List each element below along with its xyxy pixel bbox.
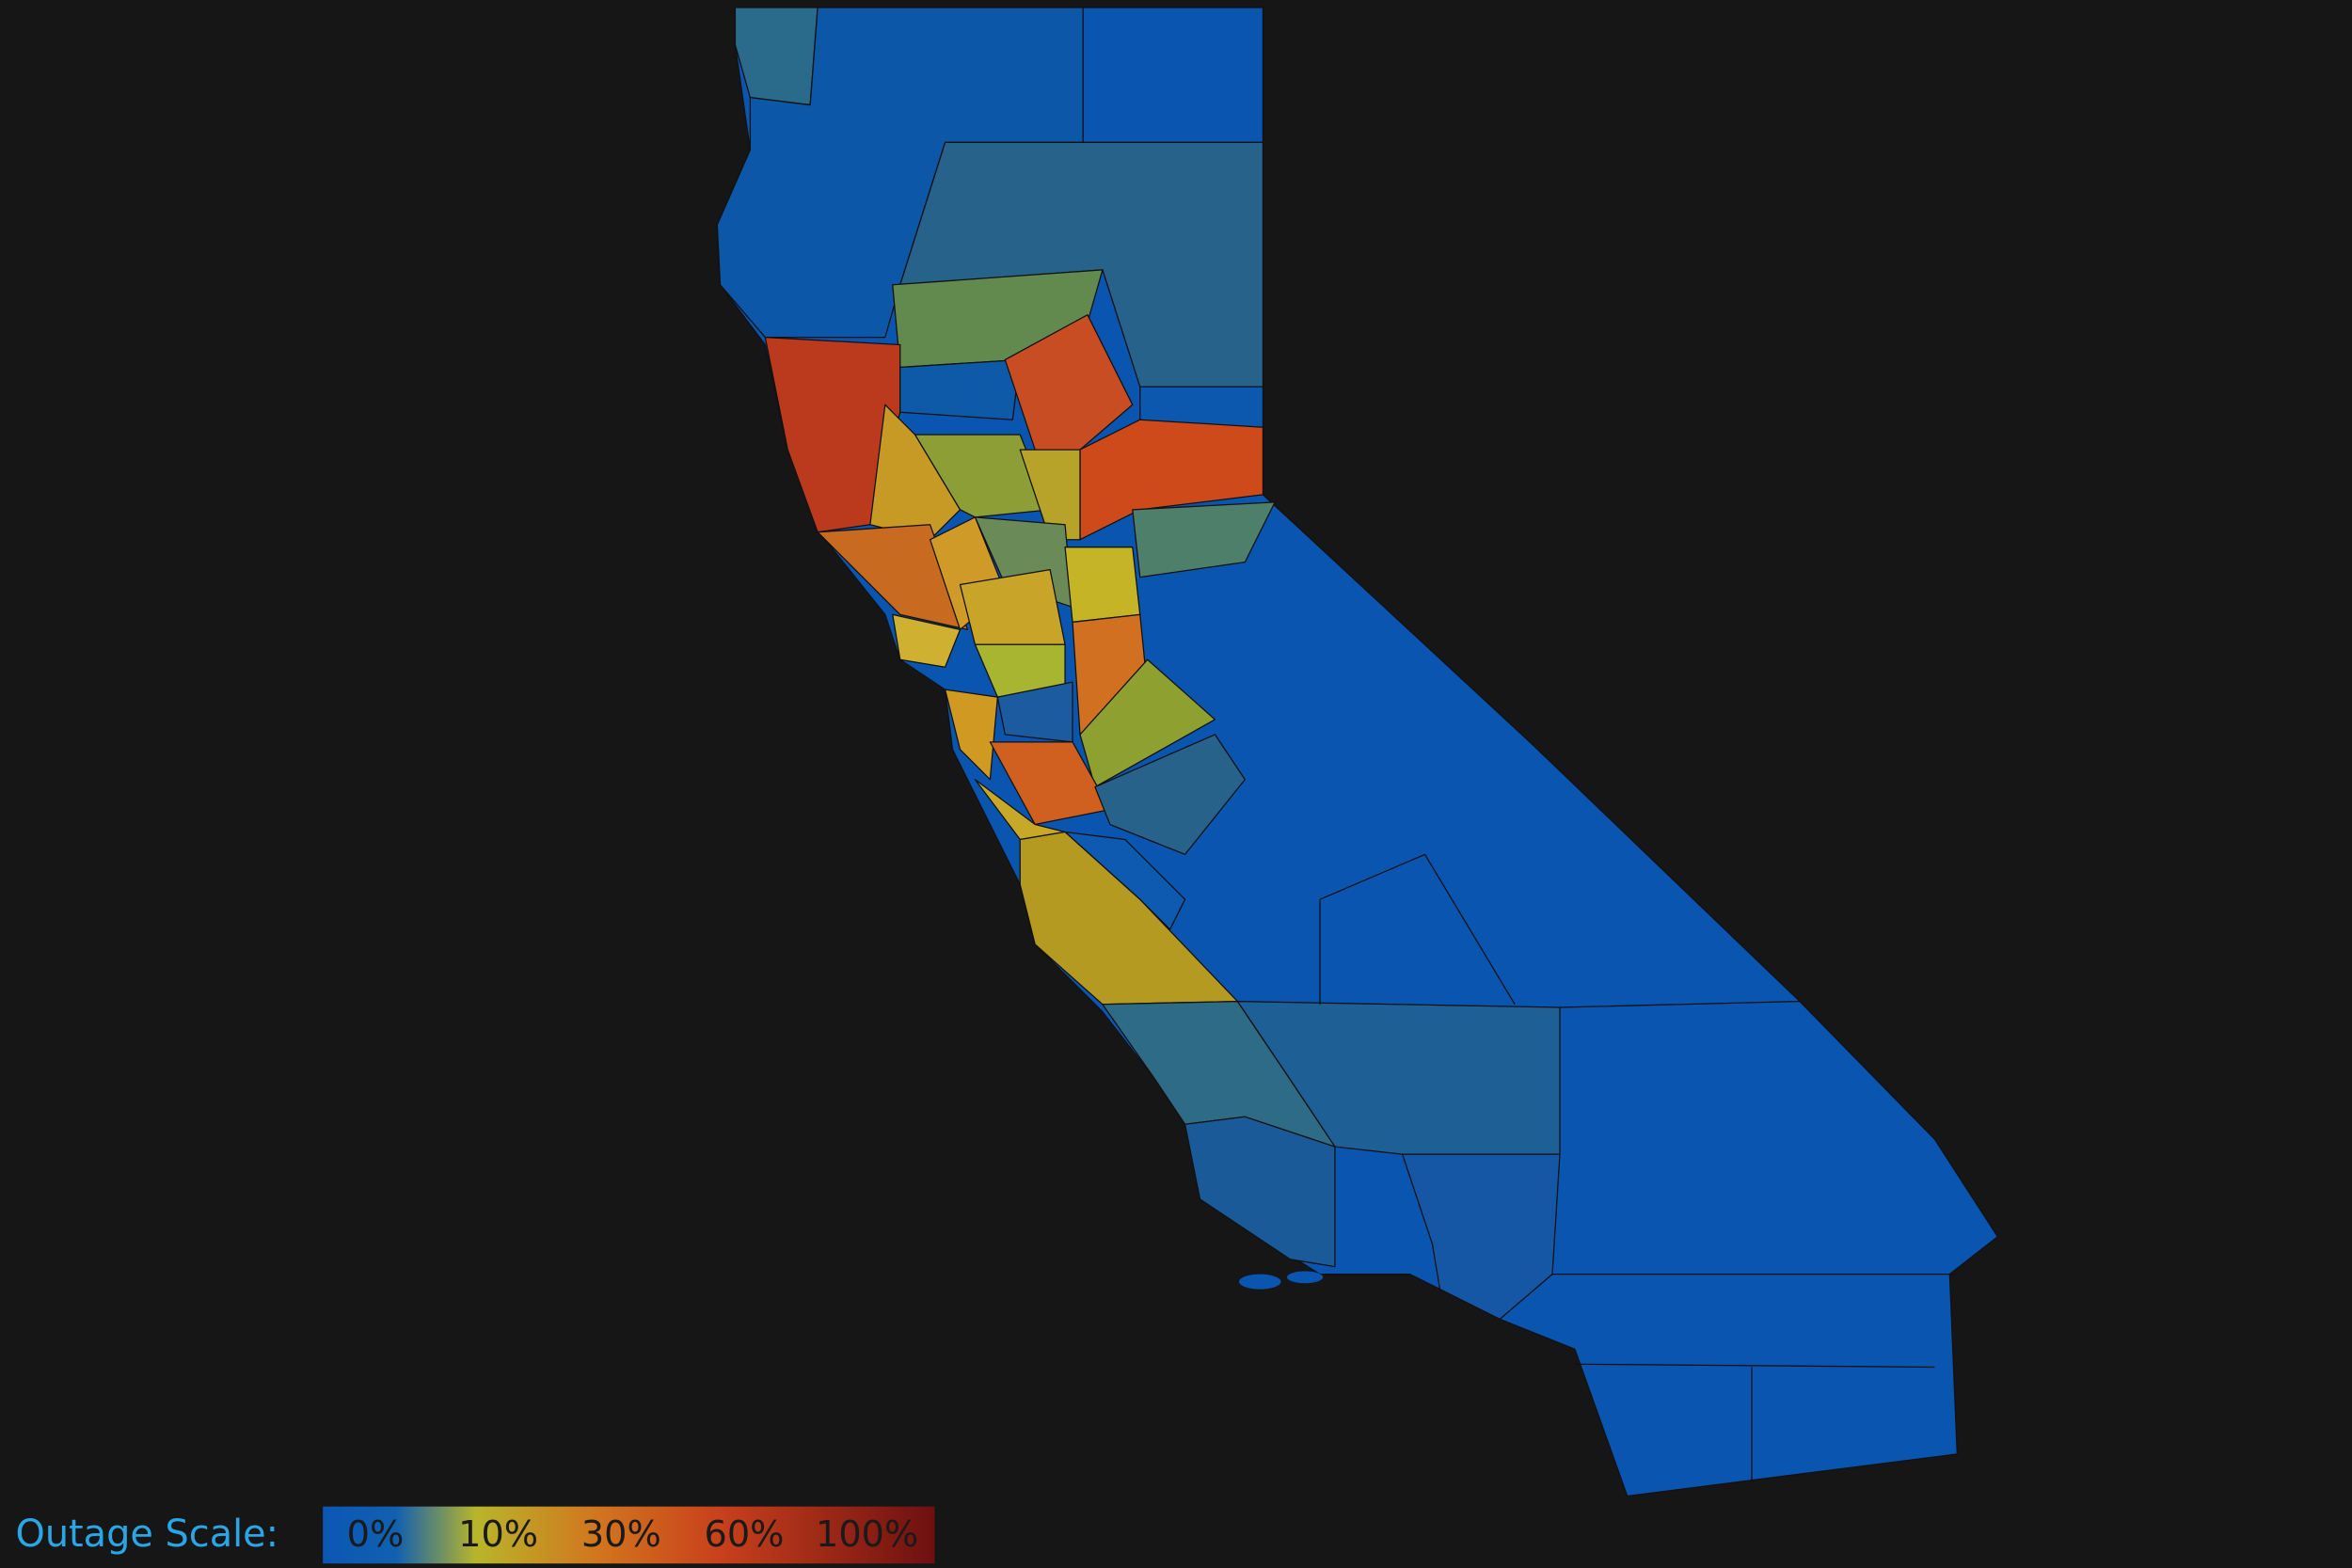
- county: [1184, 1116, 1336, 1268]
- border: [1559, 1000, 1800, 1008]
- legend-label: 30%: [581, 1514, 661, 1556]
- legend: Outage Scale: 0% 10% 30% 60% 100%: [15, 1506, 935, 1564]
- county: [944, 689, 998, 781]
- county: [869, 404, 961, 541]
- border: [1319, 853, 1516, 1006]
- state: [716, 7, 1998, 1497]
- county: [817, 524, 969, 630]
- county: [1064, 546, 1141, 624]
- county: [914, 434, 1051, 518]
- legend-label: 0%: [347, 1514, 405, 1556]
- county: [899, 358, 1021, 420]
- legend-label: 10%: [458, 1514, 538, 1556]
- county: [1019, 449, 1081, 541]
- county: [1402, 1153, 1561, 1321]
- county: [892, 613, 961, 668]
- county: [1079, 658, 1216, 788]
- island: [1286, 1271, 1324, 1284]
- legend-label: 100%: [816, 1514, 918, 1556]
- border: [1574, 1363, 1935, 1369]
- county: [1004, 314, 1134, 451]
- county: [734, 7, 818, 106]
- legend-title: Outage Scale:: [15, 1513, 278, 1556]
- islands: [1238, 1271, 1324, 1290]
- county: [1132, 501, 1276, 578]
- legend-gradient: [323, 1506, 935, 1564]
- island: [1238, 1274, 1281, 1290]
- legend-label: 60%: [705, 1514, 785, 1556]
- county: [1094, 734, 1246, 856]
- county: [1082, 7, 1264, 144]
